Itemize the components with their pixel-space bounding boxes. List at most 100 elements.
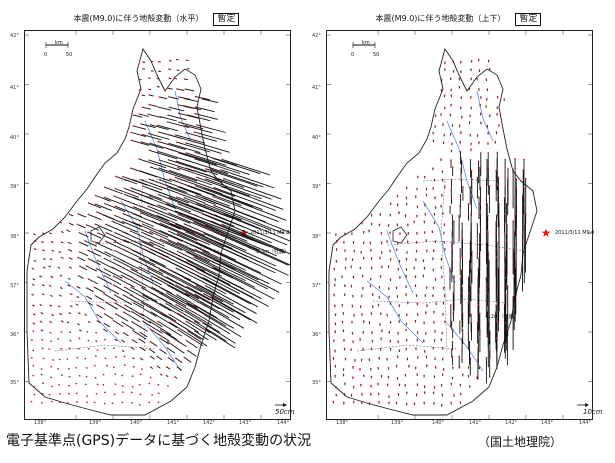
gps-station bbox=[193, 256, 195, 258]
displacement-vector bbox=[177, 250, 234, 279]
gps-station bbox=[352, 385, 355, 388]
gps-station bbox=[150, 70, 153, 72]
gps-station bbox=[192, 140, 195, 143]
displacement-vector bbox=[175, 304, 213, 326]
gps-station bbox=[416, 231, 418, 234]
gps-station bbox=[87, 231, 89, 233]
displacement-vector bbox=[148, 104, 158, 108]
gps-station bbox=[415, 249, 418, 252]
gps-station bbox=[157, 106, 160, 108]
gps-station bbox=[361, 294, 363, 297]
gps-station bbox=[211, 230, 214, 233]
gps-station bbox=[459, 320, 461, 323]
gps-station bbox=[123, 187, 126, 190]
gps-station bbox=[185, 131, 187, 134]
gps-station bbox=[159, 348, 161, 351]
gps-station bbox=[415, 258, 417, 260]
gps-station bbox=[467, 276, 470, 278]
gps-station bbox=[479, 186, 482, 188]
gps-station bbox=[460, 70, 462, 72]
gps-station bbox=[334, 322, 337, 325]
gps-station bbox=[156, 124, 159, 127]
displacement-vector bbox=[86, 265, 97, 272]
scale-tick: 0 bbox=[44, 52, 48, 58]
gps-station bbox=[148, 304, 150, 306]
gps-station bbox=[183, 78, 186, 80]
gps-station bbox=[174, 376, 176, 378]
gps-station bbox=[379, 256, 381, 259]
gps-station bbox=[142, 68, 144, 70]
gps-station bbox=[195, 267, 198, 270]
gps-station bbox=[479, 329, 481, 331]
gps-station bbox=[432, 257, 434, 259]
gps-station bbox=[487, 131, 489, 134]
lat-label: 42° bbox=[10, 33, 19, 39]
gps-station bbox=[193, 320, 196, 323]
gps-station bbox=[496, 337, 498, 339]
gps-station bbox=[85, 265, 88, 267]
gps-station bbox=[523, 223, 526, 226]
gps-station bbox=[121, 374, 123, 377]
displacement-vector bbox=[131, 287, 158, 303]
gps-station bbox=[486, 203, 488, 205]
gps-station bbox=[130, 391, 133, 394]
gps-station bbox=[168, 96, 170, 98]
gps-station bbox=[416, 331, 419, 333]
gps-station bbox=[132, 357, 134, 359]
gps-station bbox=[194, 248, 196, 251]
gps-station bbox=[95, 355, 97, 358]
displacement-vector bbox=[79, 265, 88, 271]
displacement-vector bbox=[121, 259, 150, 275]
gps-station bbox=[342, 373, 345, 376]
vertical-displacement-panel: 本震(M9.0)に伴う地殻変動（上下） 暫定 42° 41° 40° 39° 38… bbox=[306, 0, 611, 428]
gps-station bbox=[96, 349, 99, 351]
gps-station bbox=[370, 384, 372, 387]
gps-station bbox=[503, 303, 506, 305]
gps-station bbox=[416, 373, 418, 375]
gps-station bbox=[202, 213, 204, 215]
displacement-vector bbox=[176, 257, 231, 286]
displacement-vector bbox=[194, 256, 256, 288]
gps-station bbox=[212, 266, 214, 269]
gps-station bbox=[478, 69, 481, 71]
gps-station bbox=[58, 251, 60, 253]
gps-station bbox=[350, 393, 353, 396]
gps-station bbox=[370, 213, 373, 216]
displacement-vector bbox=[223, 212, 290, 242]
gps-station bbox=[202, 250, 204, 253]
displacement-vector bbox=[184, 311, 221, 333]
gps-station bbox=[387, 367, 390, 369]
gps-station bbox=[57, 367, 59, 370]
gps-station bbox=[183, 277, 186, 279]
gps-station bbox=[495, 131, 498, 133]
gps-station bbox=[380, 241, 383, 243]
gps-station bbox=[345, 257, 347, 260]
displacement-vector bbox=[185, 292, 230, 318]
gps-station bbox=[498, 203, 500, 205]
gps-station bbox=[68, 384, 70, 387]
gps-station bbox=[157, 320, 159, 323]
gps-station bbox=[86, 330, 89, 333]
gps-station bbox=[178, 121, 180, 124]
displacement-vector bbox=[194, 330, 209, 341]
gps-station bbox=[120, 274, 123, 277]
displacement-vector bbox=[186, 286, 234, 313]
gps-station bbox=[461, 222, 463, 225]
displacement-vector bbox=[158, 248, 206, 272]
gps-station bbox=[159, 256, 162, 258]
gps-station bbox=[370, 257, 373, 259]
gps-station bbox=[440, 78, 443, 81]
gps-station bbox=[370, 375, 373, 378]
displacement-vector bbox=[79, 232, 89, 238]
gps-station bbox=[132, 277, 135, 280]
displacement-vector bbox=[96, 314, 103, 319]
gps-station bbox=[148, 348, 151, 351]
gps-station bbox=[444, 185, 446, 187]
gps-station bbox=[150, 366, 152, 369]
gps-station bbox=[470, 169, 473, 172]
gps-station bbox=[76, 356, 79, 359]
displacement-vector bbox=[142, 106, 151, 110]
gps-station bbox=[183, 177, 186, 180]
gps-station bbox=[476, 134, 479, 136]
gps-station bbox=[41, 338, 43, 341]
